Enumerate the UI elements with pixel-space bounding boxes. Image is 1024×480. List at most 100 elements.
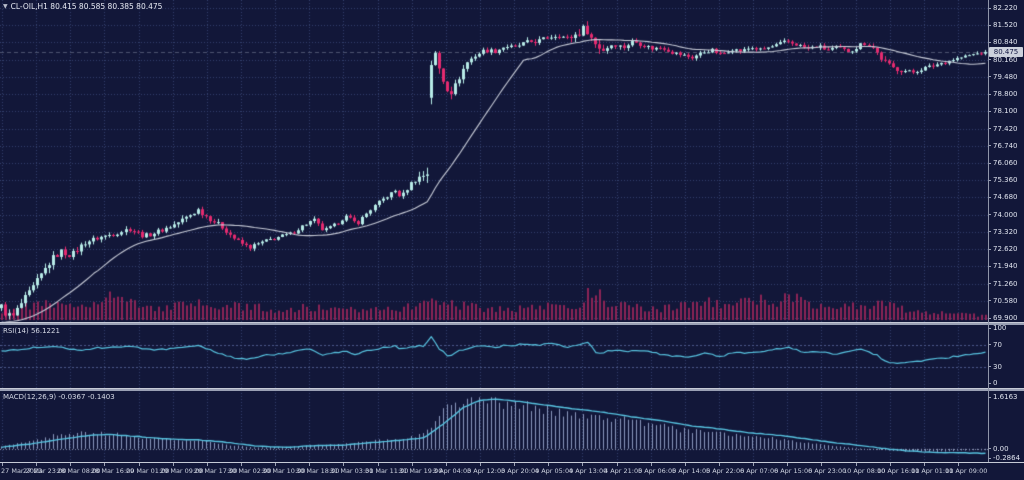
axis-tick [988, 162, 991, 164]
axis-tick [988, 448, 991, 450]
axis-tick [988, 196, 991, 198]
time-tick [173, 463, 174, 466]
axis-tick [988, 231, 991, 233]
macd-axis-label: 0.00 [993, 444, 1009, 453]
price-axis-label: 75.360 [993, 176, 1018, 185]
time-axis-label: 27 Mar 2023 [1, 467, 43, 475]
axis-tick [988, 41, 991, 43]
time-tick [890, 463, 891, 466]
time-axis-label: 31 Mar 03:00 [330, 467, 374, 475]
price-axis-label: 69.900 [993, 314, 1018, 322]
price-axis-label: 71.940 [993, 262, 1018, 271]
time-axis-label: 29 Mar 17:00 [194, 467, 238, 475]
macd-label: MACD(12,26,9) -0.0367 -0.1403 [3, 393, 115, 401]
price-axis-label: 79.480 [993, 72, 1018, 81]
pane-splitter-macd[interactable] [0, 388, 1024, 391]
chevron-down-icon[interactable]: ▼ [3, 2, 8, 10]
price-axis-label: 82.220 [993, 4, 1018, 12]
time-tick [70, 463, 71, 466]
time-tick [2, 463, 3, 466]
rsi-label: RSI(14) 56.1221 [3, 327, 60, 335]
time-tick [36, 463, 37, 466]
price-axis-label: 77.420 [993, 124, 1018, 133]
symbol-bar: ▼ CL-OIL,H1 80.415 80.585 80.385 80.475 [3, 2, 162, 11]
time-axis-label: 29 Mar 09:00 [160, 467, 204, 475]
price-axis[interactable]: 80.475 82.220 81.520 80.840 80.160 79.480 78.… [988, 0, 1024, 462]
time-axis-label: 3 Apr 12:00 [467, 467, 506, 475]
time-tick [651, 463, 652, 466]
axis-tick [988, 76, 991, 78]
price-axis-label: 71.260 [993, 279, 1018, 288]
axis-tick [988, 248, 991, 250]
time-axis-separator [0, 462, 1024, 463]
time-axis-label: 29 Mar 01:00 [126, 467, 170, 475]
price-axis-label: 78.100 [993, 107, 1018, 116]
price-axis-label: 72.620 [993, 245, 1018, 254]
time-tick [480, 463, 481, 466]
time-tick [582, 463, 583, 466]
time-tick [685, 463, 686, 466]
time-axis-label: 27 Mar 23:00 [23, 467, 67, 475]
axis-tick [988, 145, 991, 147]
price-axis-label: 74.000 [993, 210, 1018, 219]
axis-tick [988, 24, 991, 26]
macd-axis-label: 1.6163 [993, 393, 1018, 401]
price-axis-label: 80.840 [993, 38, 1018, 47]
time-tick [787, 463, 788, 466]
price-axis-label: 76.740 [993, 141, 1018, 150]
rsi-axis-label: 70 [993, 340, 1002, 349]
time-axis-label: 10 Apr 16:00 [877, 467, 920, 475]
price-axis-separator [988, 0, 989, 462]
axis-tick [988, 214, 991, 216]
time-axis-label: 4 Apr 21:00 [604, 467, 643, 475]
time-tick [378, 463, 379, 466]
axis-tick [988, 317, 991, 319]
axis-tick [988, 110, 991, 112]
axis-tick [988, 93, 991, 95]
time-tick [241, 463, 242, 466]
time-tick [821, 463, 822, 466]
axis-tick [988, 457, 991, 459]
macd-axis-label: -0.2864 [993, 454, 1021, 462]
time-axis-label: 31 Mar 19:00 [399, 467, 443, 475]
axis-tick [988, 7, 991, 9]
time-axis[interactable]: 27 Mar 2023 27 Mar 23:00 28 Mar 08:00 28 Ma… [0, 463, 1024, 480]
time-tick [207, 463, 208, 466]
pane-splitter-rsi[interactable] [0, 322, 1024, 325]
axis-tick [988, 366, 991, 367]
axis-tick [988, 327, 991, 329]
time-tick [719, 463, 720, 466]
time-axis-label: 6 Apr 15:00 [774, 467, 813, 475]
price-axis-label: 76.060 [993, 159, 1018, 167]
price-axis-label: 74.680 [993, 193, 1018, 202]
time-tick [514, 463, 515, 466]
time-axis-label: 3 Apr 04:00 [433, 467, 472, 475]
time-axis-label: 30 Mar 02:00 [228, 467, 272, 475]
time-tick [309, 463, 310, 466]
time-tick [412, 463, 413, 466]
rsi-axis-label: 100 [993, 324, 1007, 332]
time-axis-label: 28 Mar 16:00 [91, 467, 135, 475]
time-tick [104, 463, 105, 466]
time-axis-label: 10 Apr 08:00 [843, 467, 886, 475]
price-axis-label: 70.580 [993, 296, 1018, 305]
time-tick [753, 463, 754, 466]
time-tick [958, 463, 959, 466]
axis-tick [988, 300, 991, 302]
chart-canvas[interactable] [0, 0, 988, 462]
price-axis-label: 80.160 [993, 55, 1018, 64]
rsi-pane-header: RSI(14) 56.1221 [3, 327, 60, 335]
time-axis-label: 3 Apr 20:00 [501, 467, 540, 475]
rsi-axis-label: 0 [993, 379, 998, 387]
price-axis-label: 81.520 [993, 21, 1018, 30]
time-tick [856, 463, 857, 466]
time-axis-label: 11 Apr 09:00 [945, 467, 988, 475]
time-tick [275, 463, 276, 466]
axis-tick [988, 179, 991, 181]
current-price-tag: 80.475 [989, 46, 1023, 57]
time-axis-label: 30 Mar 18:00 [296, 467, 340, 475]
time-axis-label: 6 Apr 07:00 [740, 467, 779, 475]
time-axis-label: 28 Mar 08:00 [57, 467, 101, 475]
time-tick [343, 463, 344, 466]
